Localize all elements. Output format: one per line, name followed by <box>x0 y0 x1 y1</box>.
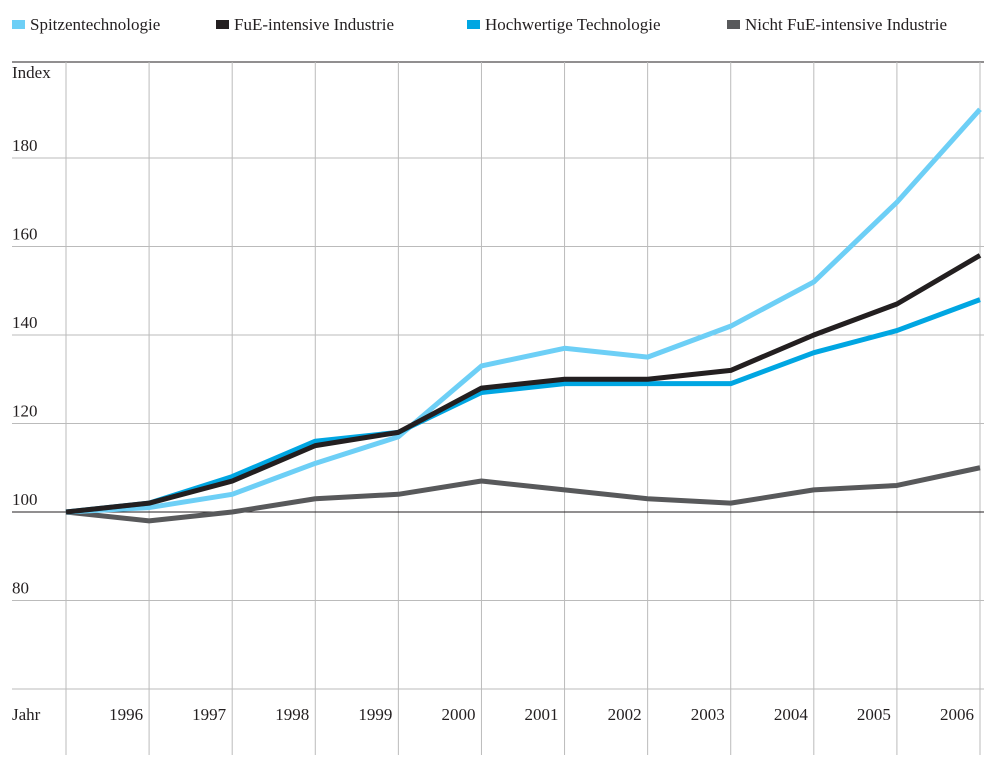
legend-swatch <box>467 20 480 29</box>
legend-swatch <box>216 20 229 29</box>
legend-label: Nicht FuE-intensive Industrie <box>745 15 947 34</box>
y-tick-label: 140 <box>12 313 38 332</box>
legend-label: FuE-intensive Industrie <box>234 15 394 34</box>
x-tick-label: 2002 <box>608 705 642 724</box>
y-axis-label: Index <box>12 63 51 82</box>
x-tick-label: 2006 <box>940 705 974 724</box>
x-tick-label: 1998 <box>275 705 309 724</box>
y-tick-label: 120 <box>12 402 38 421</box>
x-tick-label: 1996 <box>109 705 143 724</box>
series-line <box>65 107 982 515</box>
y-tick-label: 160 <box>12 225 38 244</box>
x-tick-label: 2005 <box>857 705 891 724</box>
x-tick-label: 2001 <box>525 705 559 724</box>
x-tick-label: 2000 <box>441 705 475 724</box>
series-line <box>65 297 981 515</box>
y-tick-label: 180 <box>12 136 38 155</box>
legend-swatch <box>727 20 740 29</box>
x-tick-label: 2003 <box>691 705 725 724</box>
x-tick-label: 2004 <box>774 705 809 724</box>
series-line <box>65 465 981 524</box>
legend-swatch <box>12 20 25 29</box>
legend-label: Spitzentechnologie <box>30 15 160 34</box>
y-tick-label: 80 <box>12 579 29 598</box>
x-tick-label: 1997 <box>192 705 227 724</box>
x-tick-label: 1999 <box>358 705 392 724</box>
x-axis-label: Jahr <box>12 705 41 724</box>
series-line <box>65 253 982 515</box>
legend-label: Hochwertige Technologie <box>485 15 661 34</box>
y-tick-label: 100 <box>12 490 38 509</box>
